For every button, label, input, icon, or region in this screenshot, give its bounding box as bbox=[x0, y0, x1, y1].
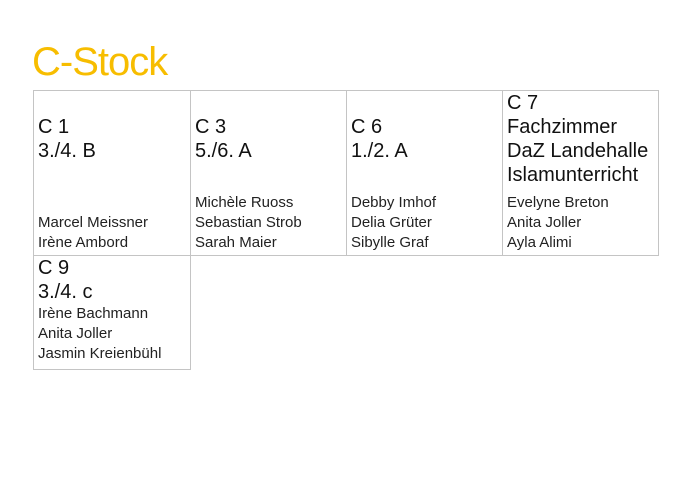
teacher-name: Sarah Maier bbox=[195, 234, 277, 251]
room-class: 1./2. A bbox=[351, 140, 408, 162]
teacher-name: Sebastian Strob bbox=[195, 214, 302, 231]
room-number: C 9 bbox=[38, 257, 70, 279]
room-heading: C 7 Fachzimmer DaZ Landehalle Islamunterric… bbox=[507, 91, 654, 187]
teacher-name: Sibylle Graf bbox=[351, 234, 429, 251]
teacher-name: Irène Bachmann bbox=[38, 305, 149, 322]
teacher-name: Delia Grüter bbox=[351, 214, 432, 231]
room-cell: C 9 3./4. c Irène Bachmann Anita Joller Jasm… bbox=[33, 255, 191, 370]
teacher-name: Jasmin Kreienbühl bbox=[38, 345, 162, 362]
room-class: Fachzimmer bbox=[507, 116, 618, 138]
teacher-list: Irène Bachmann Anita Joller Jasmin Kreienb… bbox=[38, 304, 186, 364]
teacher-list: Debby Imhof Delia Grüter Sibylle Graf bbox=[351, 193, 498, 253]
room-class: 3./4. c bbox=[38, 281, 93, 303]
room-heading: C 9 3./4. c bbox=[38, 256, 186, 304]
room-cell: C 7 Fachzimmer DaZ Landehalle Islamunterric… bbox=[502, 90, 659, 256]
room-number: C 1 bbox=[38, 116, 70, 138]
teacher-name: Debby Imhof bbox=[351, 194, 437, 211]
teacher-name: Marcel Meissner bbox=[38, 214, 149, 231]
teacher-name: Evelyne Breton bbox=[507, 194, 609, 211]
room-class: DaZ Landehalle bbox=[507, 140, 649, 162]
teacher-list: Evelyne Breton Anita Joller Ayla Alimi bbox=[507, 193, 654, 253]
page-title: C-Stock bbox=[32, 40, 168, 84]
teacher-name: Anita Joller bbox=[507, 214, 582, 231]
room-class: 3./4. B bbox=[38, 140, 96, 162]
room-class: 5./6. A bbox=[195, 140, 252, 162]
teacher-name: Anita Joller bbox=[38, 325, 113, 342]
room-number: C 3 bbox=[195, 116, 227, 138]
room-cell: C 6 1./2. A Debby Imhof Delia Grüter Sibylle… bbox=[346, 90, 503, 256]
teacher-name: Michèle Ruoss bbox=[195, 194, 294, 211]
room-heading: C 1 3./4. B bbox=[38, 115, 186, 163]
teacher-list: Michèle Ruoss Sebastian Strob Sarah Maier bbox=[195, 193, 342, 253]
room-heading: C 6 1./2. A bbox=[351, 115, 498, 163]
teacher-name: Ayla Alimi bbox=[507, 234, 572, 251]
teacher-list: Marcel Meissner Irène Ambord bbox=[38, 213, 186, 253]
room-cell: C 1 3./4. B Marcel Meissner Irène Ambord bbox=[33, 90, 191, 256]
room-number: C 6 bbox=[351, 116, 383, 138]
room-heading: C 3 5./6. A bbox=[195, 115, 342, 163]
teacher-name: Irène Ambord bbox=[38, 234, 129, 251]
room-number: C 7 bbox=[507, 92, 539, 114]
room-class: Islamunterricht bbox=[507, 164, 639, 186]
room-cell: C 3 5./6. A Michèle Ruoss Sebastian Strob Sa… bbox=[190, 90, 347, 256]
